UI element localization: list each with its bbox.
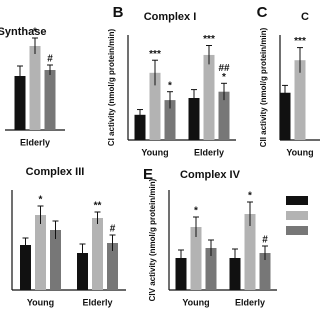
x-tick-label: Elderly <box>20 137 50 147</box>
bar <box>190 227 202 290</box>
bar <box>229 258 241 290</box>
legend-swatch <box>286 226 308 235</box>
significance-marker: ** <box>94 201 102 212</box>
legend-swatch <box>286 196 308 205</box>
bar <box>279 92 291 140</box>
bar <box>107 243 118 290</box>
y-axis-label: CII activity (nmol/g protein/min) <box>259 27 268 147</box>
chart-title: Synthase <box>0 26 46 38</box>
legend-swatch <box>286 211 308 220</box>
bar <box>149 72 161 140</box>
significance-marker: * <box>248 191 252 202</box>
chart-title: Complex IV <box>180 169 241 181</box>
y-axis-label: CI activity (nmol/g protein/min) <box>107 28 116 146</box>
significance-marker: *** <box>294 36 306 47</box>
significance-marker: # <box>262 235 268 246</box>
bar <box>134 114 146 140</box>
bar <box>35 215 46 290</box>
significance-marker: ## <box>218 63 230 74</box>
x-tick-label: Elderly <box>82 297 112 307</box>
x-tick-label: Elderly <box>194 147 224 157</box>
x-tick-label: Young <box>182 297 209 307</box>
chart-title: Complex III <box>26 166 85 178</box>
panel-label: E <box>143 166 153 183</box>
significance-marker: # <box>110 224 116 235</box>
panel-label: B <box>113 4 124 21</box>
bar <box>175 258 187 290</box>
bar <box>164 100 176 140</box>
bar <box>14 76 26 130</box>
significance-marker: * <box>168 80 172 91</box>
y-axis-label: CIV activity (nmol/g protein/min) <box>148 178 157 301</box>
bar <box>244 214 256 290</box>
bar <box>92 218 103 290</box>
bar <box>77 253 88 290</box>
significance-marker: * <box>222 72 226 83</box>
bar <box>188 98 200 140</box>
significance-marker: * <box>33 27 37 38</box>
bar <box>205 248 217 290</box>
bar <box>50 230 61 290</box>
bar <box>218 91 230 140</box>
x-tick-label: Young <box>27 297 54 307</box>
bar <box>259 253 271 290</box>
significance-marker: * <box>194 206 198 217</box>
bar <box>44 70 56 130</box>
bar <box>203 54 215 141</box>
significance-marker: *** <box>149 49 161 60</box>
significance-marker: *** <box>203 34 215 45</box>
bar <box>29 46 41 130</box>
x-tick-label: Elderly <box>235 297 265 307</box>
bar <box>20 245 31 290</box>
panel-label: C <box>257 4 268 21</box>
bar <box>294 60 306 141</box>
chart-title: Complex I <box>144 11 197 23</box>
x-tick-label: Young <box>141 147 168 157</box>
significance-marker: # <box>47 54 53 65</box>
significance-marker: * <box>39 195 43 206</box>
chart-title: C <box>301 11 309 23</box>
x-tick-label: Young <box>286 147 313 157</box>
